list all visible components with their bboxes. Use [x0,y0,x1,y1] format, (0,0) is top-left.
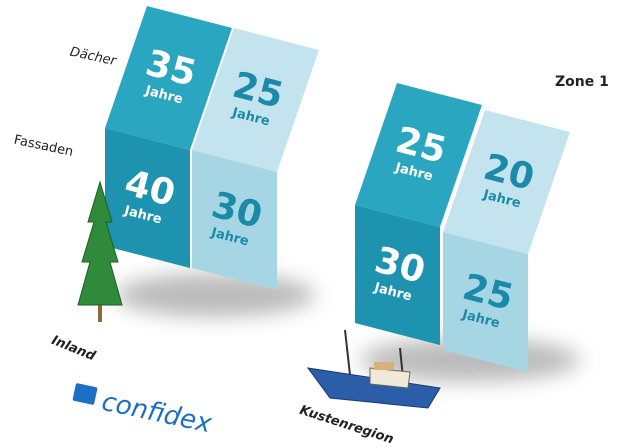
roof-panel [443,110,570,254]
boat [306,329,441,409]
tree [77,180,123,322]
facade-label: Fassaden [12,133,74,160]
logo-icon [72,383,98,405]
facade-panel [192,150,277,290]
coast-label: Kustenregion [298,403,396,447]
shadow [115,273,315,317]
logo: confidex [72,383,215,440]
inland-label: Inland [49,333,98,364]
panels: 35Jahre40Jahre25Jahre30Jahre25Jahre30Jah… [105,6,570,372]
facade-panel [443,232,528,372]
mast [344,329,351,376]
facade-panel [105,128,190,268]
roof-panel [105,6,232,150]
tree-trunk [98,300,102,322]
roof [374,362,394,370]
roof-panel [355,83,482,227]
cabin [369,367,411,389]
tree-crown [77,180,123,306]
roof-label: Dächer [68,45,118,70]
roof-panel [192,28,319,172]
zone-label: Zone 1 [555,74,609,90]
facade-panel [355,205,440,345]
logo-text: confidex [99,387,215,440]
